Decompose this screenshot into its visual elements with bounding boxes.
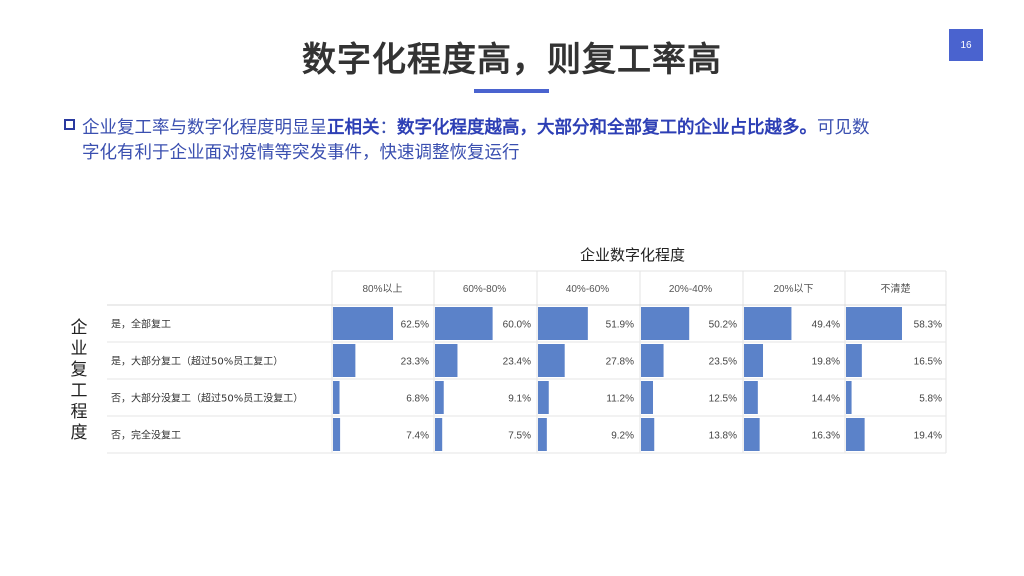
- row-label: 是，全部复工: [111, 318, 171, 331]
- bar: [744, 344, 764, 377]
- y-axis-label-char: 工: [70, 381, 88, 401]
- bar-value-label: 58.3%: [914, 320, 942, 331]
- chart-title: 企业数字化程度: [580, 246, 686, 264]
- bar: [744, 381, 758, 414]
- bar: [435, 307, 493, 340]
- bullet-suffix: 可见数: [817, 118, 870, 138]
- row-label: 是，大部分复工（超过50%员工复工）: [111, 355, 283, 368]
- y-axis-label-char: 度: [70, 423, 88, 443]
- bar-value-label: 19.8%: [812, 357, 840, 368]
- bar-value-label: 11.2%: [606, 394, 634, 405]
- bullet-line-2: 字化有利于企业面对疫情等突发事件，快速调整恢复运行: [82, 143, 520, 163]
- bar-value-label: 51.9%: [606, 320, 634, 331]
- bar: [641, 344, 664, 377]
- bar: [333, 344, 356, 377]
- bullet-bold-correlation: 正相关: [327, 118, 380, 138]
- bar-value-label: 23.4%: [503, 357, 531, 368]
- bar: [538, 344, 565, 377]
- bar-value-label: 49.4%: [812, 320, 840, 331]
- bar: [641, 381, 654, 414]
- y-axis-label-char: 程: [70, 402, 88, 422]
- bar: [333, 381, 340, 414]
- bar-value-label: 13.8%: [709, 431, 737, 442]
- bullet-square-icon: [64, 119, 75, 130]
- bar: [744, 307, 792, 340]
- bar-value-label: 23.3%: [401, 357, 429, 368]
- bar-value-label: 50.2%: [709, 320, 737, 331]
- column-header: 20%-40%: [669, 284, 712, 295]
- bar-value-label: 16.5%: [914, 357, 942, 368]
- bar-value-label: 6.8%: [406, 394, 429, 405]
- bar: [333, 418, 341, 451]
- column-header: 不清楚: [881, 282, 911, 295]
- bar: [435, 381, 444, 414]
- bar: [846, 344, 862, 377]
- y-axis-label-char: 企: [70, 318, 88, 338]
- y-axis-label: 企业复工程度: [68, 318, 90, 444]
- column-header: 80%以上: [362, 283, 402, 295]
- bar-value-label: 27.8%: [606, 357, 634, 368]
- bar: [641, 418, 655, 451]
- column-header: 40%-60%: [566, 284, 609, 295]
- y-axis-label-char: 业: [70, 339, 88, 359]
- bullet-prefix: 企业复工率与数字化程度明显呈: [82, 118, 327, 138]
- bar-value-label: 9.1%: [508, 394, 531, 405]
- bar: [333, 307, 394, 340]
- bar-value-label: 23.5%: [709, 357, 737, 368]
- bar: [538, 381, 549, 414]
- bar: [744, 418, 760, 451]
- bar-value-label: 16.3%: [812, 431, 840, 442]
- slide-title: 数字化程度高，则复工率高: [302, 40, 722, 80]
- y-axis-label-char: 复: [70, 360, 88, 380]
- bar: [538, 307, 588, 340]
- bar-value-label: 7.4%: [406, 431, 429, 442]
- title-underline: [474, 89, 549, 93]
- bar-value-label: 5.8%: [919, 394, 942, 405]
- bar-value-label: 9.2%: [611, 431, 634, 442]
- column-header: 60%-80%: [463, 284, 506, 295]
- bullet-line-1: 企业复工率与数字化程度明显呈正相关：数字化程度越高，大部分和全部复工的企业占比越…: [82, 114, 870, 139]
- bar-value-label: 62.5%: [401, 320, 429, 331]
- row-label: 否，完全没复工: [111, 429, 181, 442]
- bullet-bold-conclusion: 数字化程度越高，大部分和全部复工的企业占比越多。: [397, 118, 817, 138]
- row-label: 否，大部分没复工（超过50%员工没复工）: [111, 392, 303, 405]
- bar-value-label: 60.0%: [503, 320, 531, 331]
- bar: [846, 418, 865, 451]
- bar-value-label: 14.4%: [812, 394, 840, 405]
- bar-value-label: 19.4%: [914, 431, 942, 442]
- column-header: 20%以下: [773, 284, 813, 295]
- bar: [538, 418, 547, 451]
- bar: [435, 418, 443, 451]
- bullet-colon: ：: [379, 118, 398, 138]
- bar-value-label: 12.5%: [709, 394, 737, 405]
- bar: [846, 381, 852, 414]
- page-number: 16: [949, 29, 983, 61]
- bar: [846, 307, 902, 340]
- bar: [435, 344, 458, 377]
- bar: [641, 307, 690, 340]
- bar-value-label: 7.5%: [508, 431, 531, 442]
